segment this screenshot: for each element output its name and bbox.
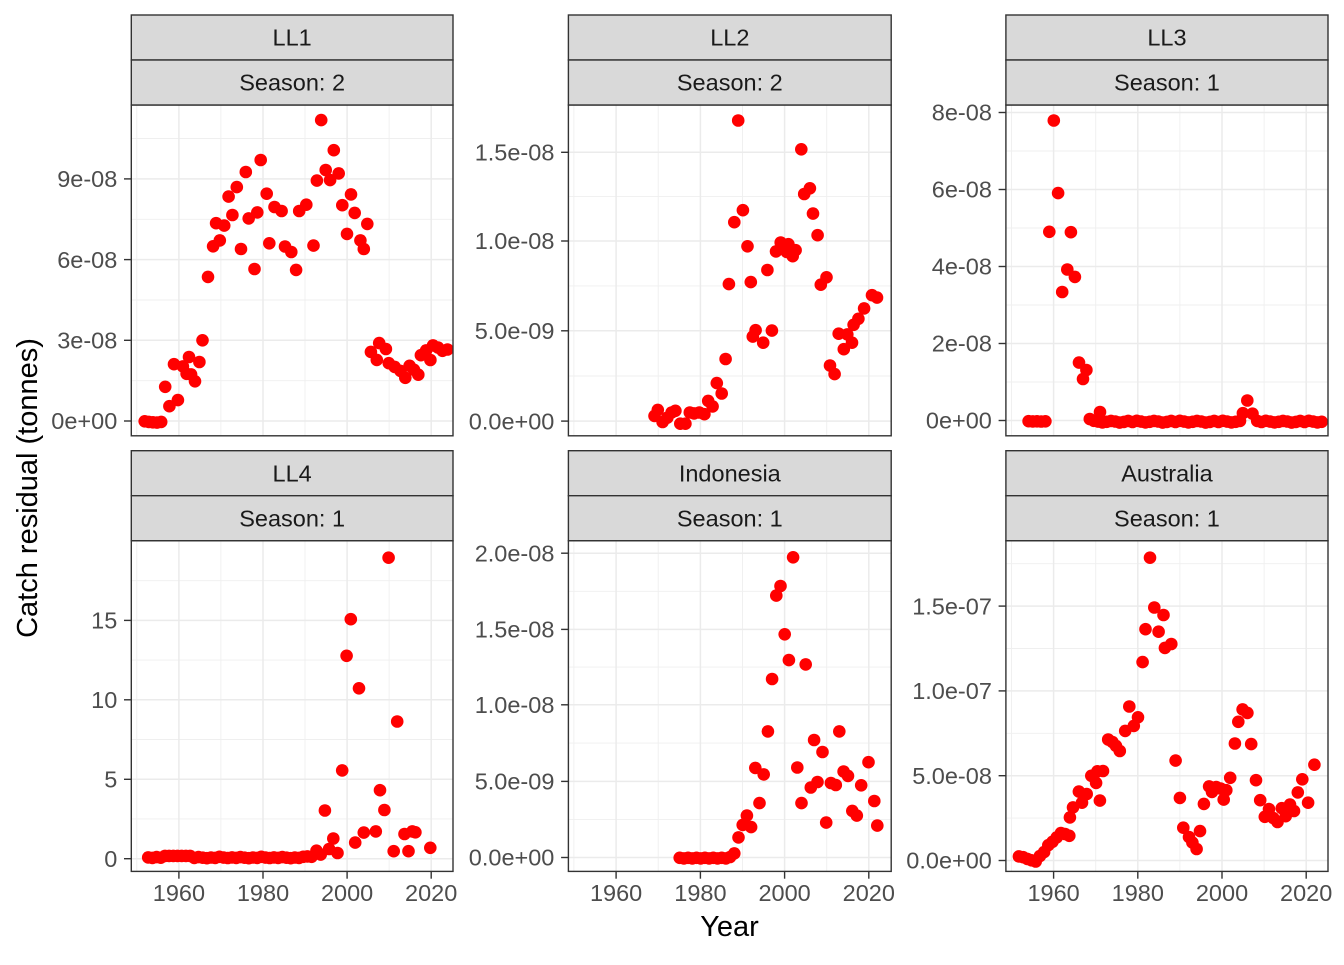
svg-text:1.5e-08: 1.5e-08 [475,140,555,166]
svg-text:Season: 2: Season: 2 [677,70,783,96]
svg-text:Australia: Australia [1121,460,1213,486]
svg-text:LL1: LL1 [273,25,312,51]
svg-text:5.0e-08: 5.0e-08 [912,763,992,789]
svg-text:1.0e-08: 1.0e-08 [475,228,555,254]
svg-text:Season: 2: Season: 2 [239,70,345,96]
svg-text:6e-08: 6e-08 [932,177,992,203]
svg-text:1960: 1960 [590,880,642,906]
svg-text:2020: 2020 [843,880,895,906]
svg-text:6e-08: 6e-08 [57,247,117,273]
svg-text:1980: 1980 [237,880,289,906]
svg-text:1.5e-07: 1.5e-07 [912,593,992,619]
svg-text:8e-08: 8e-08 [932,100,992,126]
svg-text:3e-08: 3e-08 [57,328,117,354]
svg-text:Season: 1: Season: 1 [1114,505,1220,531]
svg-text:Season: 1: Season: 1 [677,505,783,531]
svg-text:9e-08: 9e-08 [57,166,117,192]
svg-text:2000: 2000 [1196,880,1248,906]
svg-text:10: 10 [91,687,117,713]
svg-text:1.5e-08: 1.5e-08 [475,617,555,643]
svg-text:LL4: LL4 [273,460,312,486]
svg-text:2020: 2020 [1280,880,1332,906]
svg-text:2.0e-08: 2.0e-08 [475,540,555,566]
svg-text:Season: 1: Season: 1 [239,505,345,531]
svg-text:LL2: LL2 [710,25,749,51]
svg-text:15: 15 [91,608,117,634]
svg-text:0.0e+00: 0.0e+00 [469,408,555,434]
svg-text:0e+00: 0e+00 [51,408,117,434]
svg-text:Catch residual (tonnes): Catch residual (tonnes) [12,338,44,638]
svg-text:2000: 2000 [758,880,810,906]
svg-text:Indonesia: Indonesia [679,460,782,486]
svg-text:2000: 2000 [321,880,373,906]
svg-text:1.0e-08: 1.0e-08 [475,692,555,718]
svg-text:5.0e-09: 5.0e-09 [475,769,555,795]
svg-text:1980: 1980 [1112,880,1164,906]
svg-text:5: 5 [104,767,117,793]
svg-text:0e+00: 0e+00 [926,408,992,434]
svg-text:5.0e-09: 5.0e-09 [475,318,555,344]
svg-text:Season: 1: Season: 1 [1114,70,1220,96]
svg-text:LL3: LL3 [1147,25,1186,51]
svg-text:1980: 1980 [674,880,726,906]
svg-text:0.0e+00: 0.0e+00 [469,845,555,871]
svg-text:0: 0 [104,846,117,872]
svg-text:0.0e+00: 0.0e+00 [906,848,992,874]
svg-text:1960: 1960 [153,880,205,906]
svg-text:4e-08: 4e-08 [932,254,992,280]
svg-text:1.0e-07: 1.0e-07 [912,678,992,704]
svg-text:1960: 1960 [1027,880,1079,906]
svg-text:2e-08: 2e-08 [932,331,992,357]
svg-text:Year: Year [700,911,759,943]
svg-text:2020: 2020 [405,880,457,906]
